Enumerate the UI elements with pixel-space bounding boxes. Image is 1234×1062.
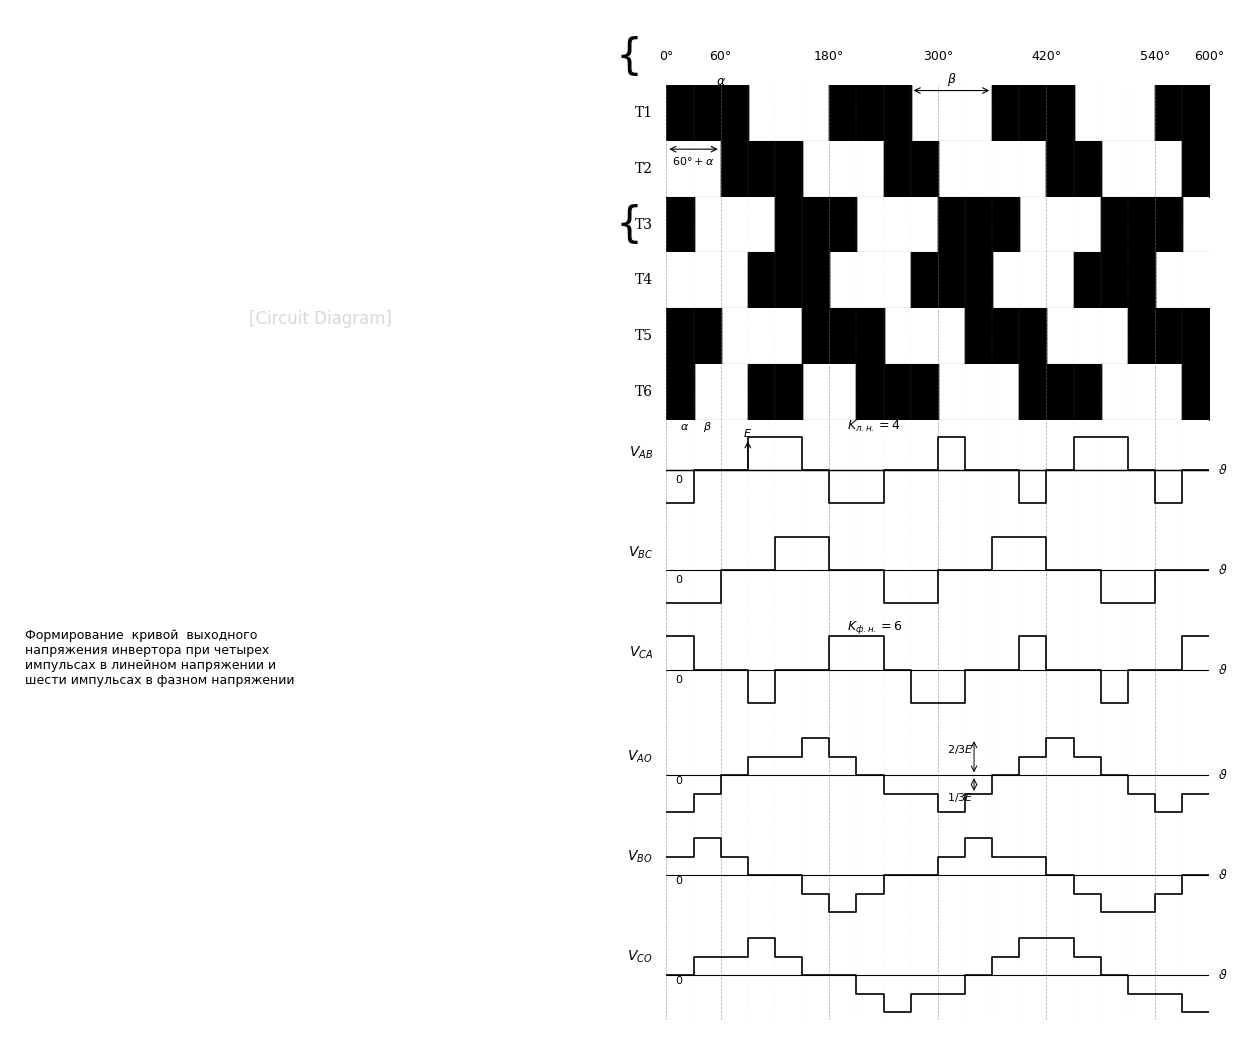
- Bar: [992, 85, 1074, 141]
- Bar: [721, 141, 802, 196]
- Text: 0: 0: [675, 776, 682, 786]
- Text: $\vartheta$: $\vartheta$: [1218, 768, 1228, 783]
- Bar: [938, 196, 1019, 253]
- Text: $\vartheta$: $\vartheta$: [1218, 563, 1228, 577]
- Bar: [666, 196, 694, 253]
- Bar: [1101, 196, 1182, 253]
- Text: {: {: [617, 204, 642, 245]
- Text: Формирование  кривой  выходного
напряжения инвертора при четырех
импульсах в лин: Формирование кривой выходного напряжения…: [25, 630, 294, 687]
- Bar: [748, 364, 802, 419]
- Bar: [748, 253, 829, 308]
- Text: 540°: 540°: [1140, 50, 1170, 63]
- Text: $K_{ф.н.}=6$: $K_{ф.н.}=6$: [848, 619, 902, 636]
- Text: $\alpha$: $\alpha$: [680, 422, 689, 432]
- Text: $V_{AO}$: $V_{AO}$: [627, 749, 653, 765]
- Bar: [829, 85, 911, 141]
- Text: $E$: $E$: [743, 427, 753, 439]
- Text: {: {: [617, 36, 642, 78]
- Text: $V_{CO}$: $V_{CO}$: [627, 948, 653, 964]
- Text: 0: 0: [675, 976, 682, 986]
- Bar: [965, 308, 1046, 364]
- Text: $V_{CA}$: $V_{CA}$: [628, 645, 653, 662]
- Bar: [911, 253, 992, 308]
- Text: T6: T6: [634, 386, 653, 399]
- Text: 300°: 300°: [923, 50, 953, 63]
- Bar: [884, 141, 938, 196]
- Text: 0: 0: [675, 475, 682, 485]
- Text: $\vartheta$: $\vartheta$: [1218, 869, 1228, 883]
- Text: 180°: 180°: [814, 50, 844, 63]
- Bar: [802, 308, 884, 364]
- Text: $60°+\alpha$: $60°+\alpha$: [673, 155, 714, 167]
- Text: $\beta$: $\beta$: [702, 419, 711, 434]
- Text: T3: T3: [634, 218, 653, 232]
- Text: T5: T5: [634, 329, 653, 343]
- Bar: [666, 364, 694, 419]
- Bar: [1182, 141, 1209, 196]
- Bar: [1155, 85, 1209, 141]
- Bar: [1046, 141, 1101, 196]
- Text: $V_{AB}$: $V_{AB}$: [628, 445, 653, 462]
- Text: $\alpha$: $\alpha$: [716, 74, 726, 88]
- Text: $K_{л.н.}=4$: $K_{л.н.}=4$: [848, 419, 901, 434]
- Bar: [775, 196, 856, 253]
- Text: $V_{BC}$: $V_{BC}$: [628, 545, 653, 562]
- Text: 0: 0: [675, 876, 682, 886]
- Text: $\beta'$: $\beta'$: [674, 210, 686, 228]
- Text: 0°: 0°: [659, 50, 674, 63]
- Text: $\vartheta$: $\vartheta$: [1218, 969, 1228, 982]
- Text: [Circuit Diagram]: [Circuit Diagram]: [249, 310, 392, 327]
- Text: $\vartheta$: $\vartheta$: [1218, 463, 1228, 477]
- Text: $1/3E$: $1/3E$: [946, 791, 974, 804]
- Text: $\beta$: $\beta$: [946, 71, 956, 88]
- Bar: [1019, 364, 1101, 419]
- Bar: [666, 85, 748, 141]
- Text: $\vartheta$: $\vartheta$: [1218, 663, 1228, 676]
- Bar: [1074, 253, 1155, 308]
- Text: $V_{BO}$: $V_{BO}$: [627, 849, 653, 864]
- Text: 0: 0: [675, 575, 682, 585]
- Text: $2/3E$: $2/3E$: [946, 743, 974, 756]
- Bar: [1128, 308, 1209, 364]
- Bar: [856, 364, 938, 419]
- Text: 0: 0: [675, 674, 682, 685]
- Text: T4: T4: [634, 273, 653, 288]
- Text: 420°: 420°: [1032, 50, 1061, 63]
- Text: 600°: 600°: [1195, 50, 1224, 63]
- Bar: [1182, 364, 1209, 419]
- Bar: [666, 308, 721, 364]
- Text: T1: T1: [634, 106, 653, 120]
- Text: 60°: 60°: [710, 50, 732, 63]
- Text: T2: T2: [634, 161, 653, 175]
